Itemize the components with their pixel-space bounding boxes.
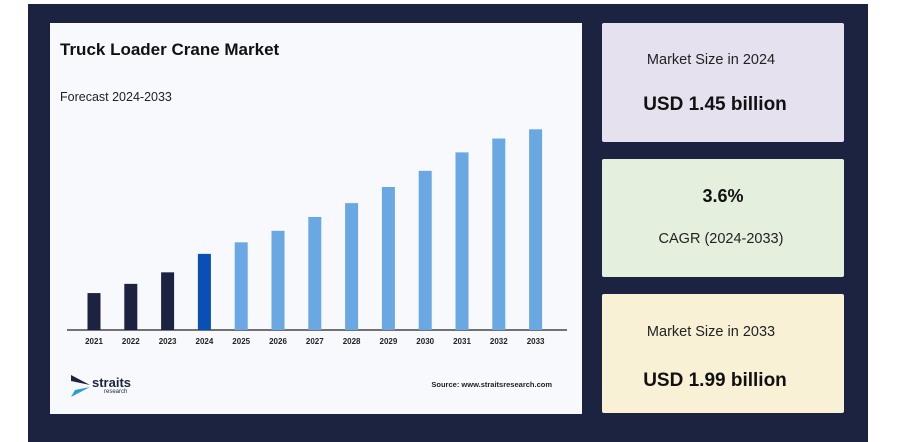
bar-2030 [418,170,432,330]
bar-2024 [197,253,211,330]
x-tick-label-2028: 2028 [343,337,361,346]
bar-2021 [87,293,101,330]
x-tick-label-2022: 2022 [122,337,140,346]
x-tick-label-2025: 2025 [232,337,250,346]
logo-name: straits [92,375,132,390]
market-size-2024-label: Market Size in 2024 [646,52,776,68]
chart-subtitle: Forecast 2024-2033 [60,90,172,104]
bar-2027 [308,216,322,330]
bar-2028 [345,203,359,330]
logo-subtext: research [104,389,128,395]
market-size-2033-value: USD 1.99 billion [643,370,787,391]
x-tick-label-2031: 2031 [453,337,471,346]
x-tick-label-2021: 2021 [85,337,103,346]
bar-2032 [492,138,506,330]
cagr-value: 3.6% [702,186,744,206]
bar-2022 [124,283,138,330]
market-size-2033-label: Market Size in 2033 [646,324,776,340]
x-tick-label-2027: 2027 [306,337,324,346]
market-size-2024-card: Market Size in 2024 USD 1.45 billion [602,23,844,142]
x-tick-label-2030: 2030 [416,337,434,346]
x-tick-label-2023: 2023 [159,337,177,346]
bar-2031 [455,152,469,330]
cagr-card: 3.6% CAGR (2024-2033) [602,159,844,277]
x-tick-label-2029: 2029 [380,337,398,346]
bar-2033 [529,129,543,330]
x-tick-label-2026: 2026 [269,337,287,346]
cagr-label: CAGR (2024-2033) [658,231,784,247]
chart-panel: Truck Loader Crane Market Forecast 2024-… [50,23,582,414]
x-tick-label-2024: 2024 [196,337,214,346]
market-size-2024-value: USD 1.45 billion [643,94,787,115]
straits-logo: straits research [70,373,150,399]
x-tick-label-2033: 2033 [527,337,545,346]
market-size-2033-card: Market Size in 2033 USD 1.99 billion [602,294,844,413]
chart-title: Truck Loader Crane Market [60,40,280,59]
straits-logo-icon [71,375,90,397]
x-tick-label-2032: 2032 [490,337,508,346]
source-note: Source: www.straitsresearch.com [431,380,552,389]
bar-2023 [161,272,175,330]
bar-2026 [271,230,285,330]
bar-2029 [381,186,395,330]
bar-2025 [234,242,248,330]
bar-chart: 2021 2022 2023 2024 2025 2026 2027 2028 2029 2030… [67,129,567,346]
